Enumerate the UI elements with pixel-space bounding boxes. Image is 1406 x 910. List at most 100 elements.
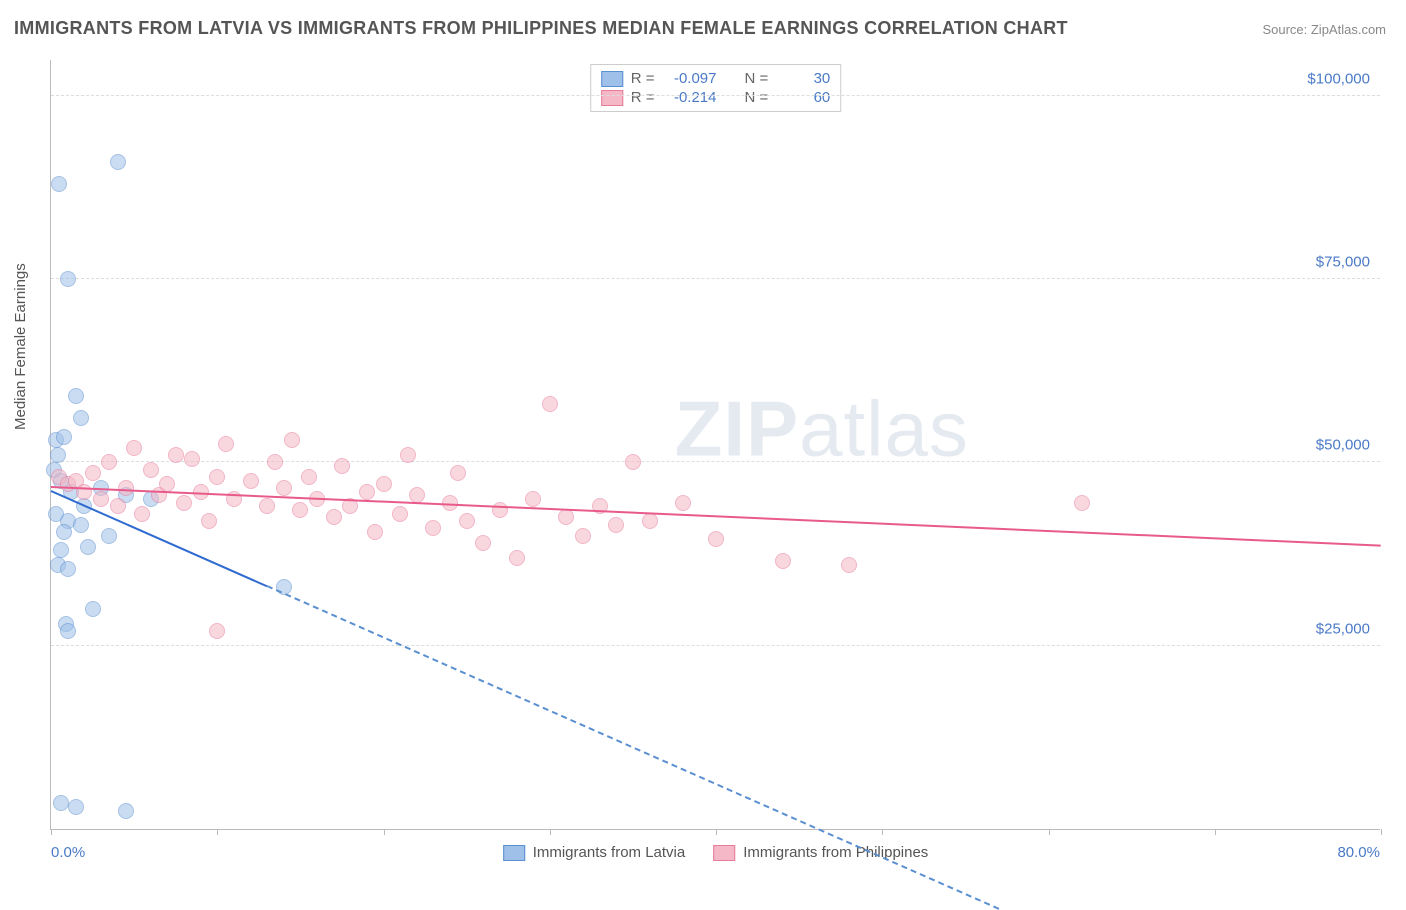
legend-label: Immigrants from Philippines (743, 844, 928, 861)
x-tick-mark (1049, 829, 1050, 835)
data-point (450, 465, 466, 481)
data-point (558, 509, 574, 525)
data-point (101, 528, 117, 544)
data-point (608, 517, 624, 533)
data-point (134, 506, 150, 522)
gridline-h (51, 645, 1380, 646)
data-point (68, 799, 84, 815)
data-point (176, 495, 192, 511)
y-tick-label: $75,000 (1316, 254, 1370, 271)
n-value: 30 (776, 70, 830, 87)
n-value: 60 (776, 89, 830, 106)
x-tick-mark (1381, 829, 1382, 835)
chart-title: IMMIGRANTS FROM LATVIA VS IMMIGRANTS FRO… (14, 18, 1068, 39)
data-point (708, 531, 724, 547)
data-point (367, 524, 383, 540)
data-point (60, 271, 76, 287)
data-point (56, 524, 72, 540)
data-point (475, 535, 491, 551)
stats-row: R = -0.097 N = 30 (601, 69, 831, 88)
gridline-h (51, 278, 1380, 279)
data-point (400, 447, 416, 463)
data-point (60, 623, 76, 639)
data-point (50, 447, 66, 463)
legend-swatch (601, 90, 623, 106)
data-point (53, 795, 69, 811)
data-point (459, 513, 475, 529)
r-value: -0.214 (663, 89, 717, 106)
data-point (425, 520, 441, 536)
r-value: -0.097 (663, 70, 717, 87)
data-point (110, 154, 126, 170)
data-point (376, 476, 392, 492)
gridline-h (51, 95, 1380, 96)
data-point (1074, 495, 1090, 511)
x-tick-mark (1215, 829, 1216, 835)
data-point (73, 410, 89, 426)
data-point (392, 506, 408, 522)
data-point (143, 462, 159, 478)
legend-swatch (713, 845, 735, 861)
data-point (51, 176, 67, 192)
source-label: Source: ZipAtlas.com (1262, 22, 1386, 37)
data-point (201, 513, 217, 529)
data-point (284, 432, 300, 448)
data-point (80, 539, 96, 555)
legend-item: Immigrants from Latvia (503, 844, 686, 861)
data-point (110, 498, 126, 514)
data-point (292, 502, 308, 518)
data-point (525, 491, 541, 507)
data-point (118, 803, 134, 819)
data-point (73, 517, 89, 533)
x-tick-mark (217, 829, 218, 835)
r-label: R = (631, 70, 655, 87)
data-point (575, 528, 591, 544)
data-point (118, 480, 134, 496)
data-point (259, 498, 275, 514)
legend-swatch (601, 71, 623, 87)
data-point (841, 557, 857, 573)
data-point (334, 458, 350, 474)
data-point (267, 454, 283, 470)
data-point (209, 623, 225, 639)
data-point (56, 429, 72, 445)
legend-label: Immigrants from Latvia (533, 844, 686, 861)
data-point (675, 495, 691, 511)
stats-row: R =-0.214N =60 (601, 88, 831, 107)
data-point (168, 447, 184, 463)
y-axis-label: Median Female Earnings (12, 263, 29, 430)
x-min-label: 0.0% (51, 844, 85, 861)
n-label: N = (745, 70, 769, 87)
y-tick-label: $25,000 (1316, 620, 1370, 637)
x-max-label: 80.0% (1337, 844, 1380, 861)
stats-legend-box: R = -0.097 N = 30R = -0.214 N = 60 (590, 64, 842, 112)
y-tick-label: $100,000 (1307, 70, 1370, 87)
n-label: N = (745, 89, 769, 106)
data-point (184, 451, 200, 467)
data-point (775, 553, 791, 569)
data-point (60, 561, 76, 577)
data-point (68, 388, 84, 404)
data-point (542, 396, 558, 412)
x-tick-mark (882, 829, 883, 835)
x-tick-mark (51, 829, 52, 835)
series-legend: Immigrants from Latvia Immigrants from Ph… (503, 844, 929, 861)
data-point (509, 550, 525, 566)
data-point (359, 484, 375, 500)
data-point (85, 601, 101, 617)
plot-area: ZIPatlas R =-0.097N =30R =-0.214N =60 Im… (50, 60, 1380, 830)
data-point (76, 484, 92, 500)
data-point (209, 469, 225, 485)
watermark-atlas: atlas (799, 385, 969, 473)
data-point (93, 491, 109, 507)
x-tick-mark (384, 829, 385, 835)
data-point (53, 542, 69, 558)
data-point (301, 469, 317, 485)
legend-item: Immigrants from Philippines (713, 844, 928, 861)
watermark-zip: ZIP (675, 385, 799, 473)
data-point (126, 440, 142, 456)
data-point (218, 436, 234, 452)
y-tick-label: $50,000 (1316, 437, 1370, 454)
data-point (326, 509, 342, 525)
data-point (85, 465, 101, 481)
